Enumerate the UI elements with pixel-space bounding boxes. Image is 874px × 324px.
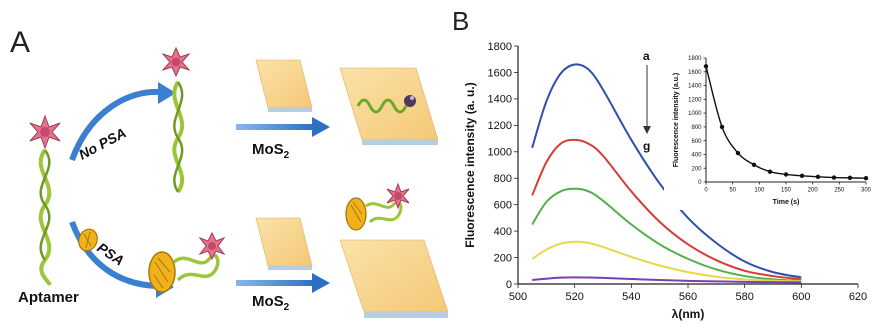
inset-chart: 0 50 100 150 200 250 3000200400600800100012001…: [664, 50, 872, 210]
released-fluorophore-star-icon: [387, 184, 409, 208]
main-y-tick-label-4: 800: [494, 173, 512, 185]
inset-y-tick-label-2: 400: [691, 153, 702, 159]
main-x-tick-label-3: 560: [679, 291, 697, 303]
fluorophore-star-icon: [30, 116, 60, 148]
inset-point-2: [736, 151, 740, 155]
arrow-bottom-head: [312, 273, 330, 293]
inset-point-7: [816, 175, 820, 179]
inset-y-tick-label-1: 200: [691, 166, 702, 172]
inset-point-1: [720, 125, 724, 129]
inset-point-3: [752, 163, 756, 167]
main-y-tick-label-8: 1600: [488, 67, 512, 79]
inset-x-tick-label-5: 250: [834, 188, 845, 194]
inset-point-5: [784, 172, 788, 176]
arrow-top-shaft: [236, 124, 314, 130]
inset-x-tick-label-4: 200: [808, 188, 819, 194]
main-x-tick-label-0: 500: [509, 291, 527, 303]
arrow-bottom-shaft: [236, 280, 314, 286]
mos2-plate-bottom-small: [256, 218, 312, 270]
main-y-tick-label-7: 1400: [488, 94, 512, 106]
inset-y-tick-label-3: 600: [691, 139, 702, 145]
main-y-tick-label-2: 400: [494, 226, 512, 238]
free-fluorophore-star-icon: [163, 48, 189, 76]
mos2-plate-bottom-large: [340, 240, 448, 318]
aptamer-label: Aptamer: [18, 289, 79, 306]
inset-x-tick-label-6: 300: [861, 188, 872, 194]
main-x-tick-label-4: 580: [735, 291, 753, 303]
main-y-tick-label-9: 1800: [488, 41, 512, 53]
series-order-arrowhead: [643, 126, 651, 134]
inset-point-4: [768, 169, 772, 173]
inset-point-8: [832, 175, 836, 179]
main-y-tick-label-5: 1000: [488, 147, 512, 159]
complex-fluorophore-star-icon: [200, 233, 224, 259]
inset-y-tick-label-5: 1000: [688, 111, 702, 117]
inset-point-9: [848, 176, 852, 180]
panel-a: A Aptamer No PSA PSA: [10, 26, 448, 318]
main-y-tick-label-1: 200: [494, 252, 512, 264]
main-x-tick-label-6: 620: [849, 291, 867, 303]
main-x-axis-label: λ(nm): [672, 307, 705, 321]
aptamer-psa-complex: [149, 252, 218, 292]
released-complex: [346, 198, 401, 230]
inset-y-tick-label-6: 1200: [688, 97, 702, 103]
main-y-tick-label-0: 0: [506, 279, 512, 291]
panel-b: B 500 520 540 560 580 600 620 0 200 400 600 800 1000…: [452, 6, 872, 321]
arrow-label-a: a: [643, 49, 650, 63]
inset-point-0: [704, 64, 708, 68]
arrow-top-head: [312, 117, 330, 137]
panel-a-label: A: [10, 26, 30, 59]
inset-point-10: [864, 176, 868, 180]
main-x-tick-label-5: 600: [792, 291, 810, 303]
main-y-tick-label-3: 600: [494, 200, 512, 212]
mos2-label-bottom: MoS2: [252, 293, 290, 313]
inset-x-tick-label-3: 150: [781, 188, 792, 194]
panel-b-label: B: [452, 6, 469, 36]
free-aptamer-strand: [174, 82, 182, 192]
main-x-tick-label-2: 540: [622, 291, 640, 303]
inset-y-tick-label-9: 1800: [688, 56, 702, 62]
inset-y-tick-label-7: 1400: [688, 84, 702, 90]
inset-x-axis-label: Time (s): [773, 199, 800, 206]
mos2-plate-top-small: [256, 60, 312, 112]
mos2-plate-top-large: [340, 68, 438, 145]
mos2-label-top: MoS2: [252, 141, 290, 161]
main-y-tick-label-6: 1200: [488, 120, 512, 132]
inset-y-tick-label-8: 1600: [688, 70, 702, 76]
aptamer-strand: [41, 150, 50, 285]
inset-x-tick-label-1: 50: [729, 188, 736, 194]
inset-point-6: [800, 174, 804, 178]
main-x-tick-label-1: 520: [565, 291, 583, 303]
main-y-axis-label: Fluorescence intensity (a. u.): [463, 82, 477, 247]
arrow-label-g: g: [643, 139, 650, 153]
inset-y-axis-label: Fluorescence intensity (a.u.): [673, 73, 680, 168]
inset-y-tick-label-4: 800: [691, 125, 702, 131]
inset-x-tick-label-2: 100: [754, 188, 765, 194]
